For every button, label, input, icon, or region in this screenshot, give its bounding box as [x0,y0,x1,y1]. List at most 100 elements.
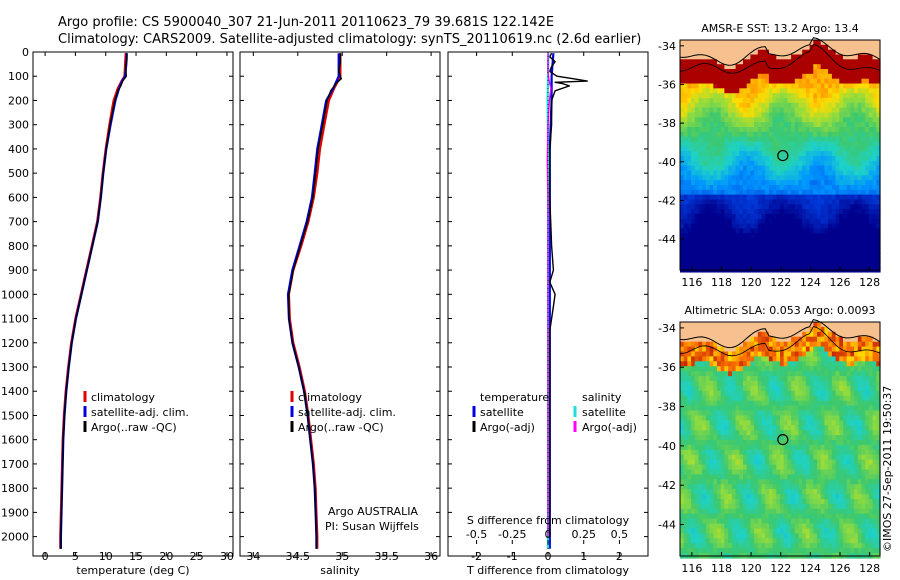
heatmap-cell [791,420,796,426]
heatmap-cell [680,209,685,215]
heatmap-cell [817,127,822,133]
heatmap-cell [835,112,840,118]
heatmap-cell [839,112,844,118]
heatmap-cell [794,213,800,220]
heatmap-cell [787,107,792,114]
heatmap-cell [765,112,770,118]
heatmap-cell [780,199,785,205]
heatmap-cell [772,242,777,249]
heatmap-cell [713,112,718,118]
heatmap-cell [831,361,837,367]
heatmap-cell [724,376,729,382]
heatmap-cell [754,233,759,239]
heatmap-cell [791,523,796,530]
heatmap-cell [761,336,766,343]
heatmap-cell [694,73,700,80]
heatmap-cell [735,390,740,397]
heatmap-cell [683,435,688,441]
heatmap-cell [835,93,840,99]
heatmap-cell [720,107,725,114]
heatmap-cell [805,44,811,51]
heatmap-cell [720,165,725,172]
heatmap-cell [754,410,759,417]
heatmap-cell [731,351,737,358]
heatmap-cell [761,59,766,65]
heatmap-cell [817,459,822,466]
heatmap-cell [754,242,759,249]
heatmap-cell [831,64,837,70]
heatmap-cell [794,410,800,417]
heatmap-cell [817,513,822,520]
heatmap-cell [776,257,781,263]
heatmap-cell [828,170,833,176]
heatmap-cell [761,165,766,172]
heatmap-cell [743,98,748,104]
heatmap-cell [694,410,700,417]
heatmap-cell [680,49,685,56]
heatmap-cell [720,494,725,500]
heatmap-cell [757,127,763,133]
heatmap-cell [717,228,722,234]
heatmap-cell [765,93,770,99]
heatmap-cell [761,141,766,147]
heatmap-cell [813,331,818,338]
heatmap-cell [768,40,774,46]
heatmap-cell [765,474,770,480]
heatmap-cell [839,489,844,495]
heatmap-cell [765,238,770,244]
heatmap-cell [735,420,740,426]
heatmap-cell [735,503,740,510]
heatmap-cell [765,73,770,80]
heatmap-cell [865,98,870,104]
heatmap-cell [794,400,800,407]
heatmap-cell [824,489,829,495]
heatmap-cell [691,489,696,495]
heatmap-cell [713,209,718,215]
heatmap-cell [846,146,851,152]
heatmap-cell [876,98,881,104]
heatmap-cell [831,59,837,65]
heatmap-cell [850,54,855,60]
heatmap-cell [705,127,711,133]
heatmap-cell [705,459,711,466]
heatmap-cell [776,252,781,259]
heatmap-cell [731,78,737,85]
heatmap-cell [702,376,707,382]
heatmap-cell [876,223,881,230]
heatmap-cell [694,117,700,123]
heatmap-cell [839,415,844,421]
heatmap-cell [687,518,692,525]
heatmap-cell [824,356,829,362]
heatmap-cell [735,175,740,181]
heatmap-cell [798,444,803,451]
heatmap-cell [761,64,766,70]
heatmap-cell [802,213,807,220]
heatmap-cell [828,189,833,196]
heatmap-cell [824,257,829,263]
heatmap-cell [787,395,792,402]
heatmap-cell [735,102,740,109]
heatmap-cell [805,499,811,505]
heatmap-cell [798,361,803,367]
heatmap-cell [809,503,814,510]
heatmap-cell [735,479,740,485]
heatmap-cell [702,209,707,215]
heatmap-cell [757,213,763,220]
heatmap-cell [824,499,829,505]
heatmap-cell [817,141,822,147]
heatmap-cell [872,165,877,172]
heatmap-cell [750,213,755,220]
heatmap-cell [691,213,696,220]
heatmap-cell [717,242,722,249]
heatmap-cell [702,242,707,249]
heatmap-cell [757,262,763,268]
heatmap-cell [780,223,785,230]
heatmap-cell [824,336,829,343]
heatmap-cell [820,425,825,431]
heatmap-cell [850,136,855,143]
y-tick-label: 600 [8,191,29,204]
heatmap-cell [828,513,833,520]
heatmap-cell [728,131,733,138]
heatmap-cell [802,322,807,328]
heatmap-cell [776,160,781,167]
